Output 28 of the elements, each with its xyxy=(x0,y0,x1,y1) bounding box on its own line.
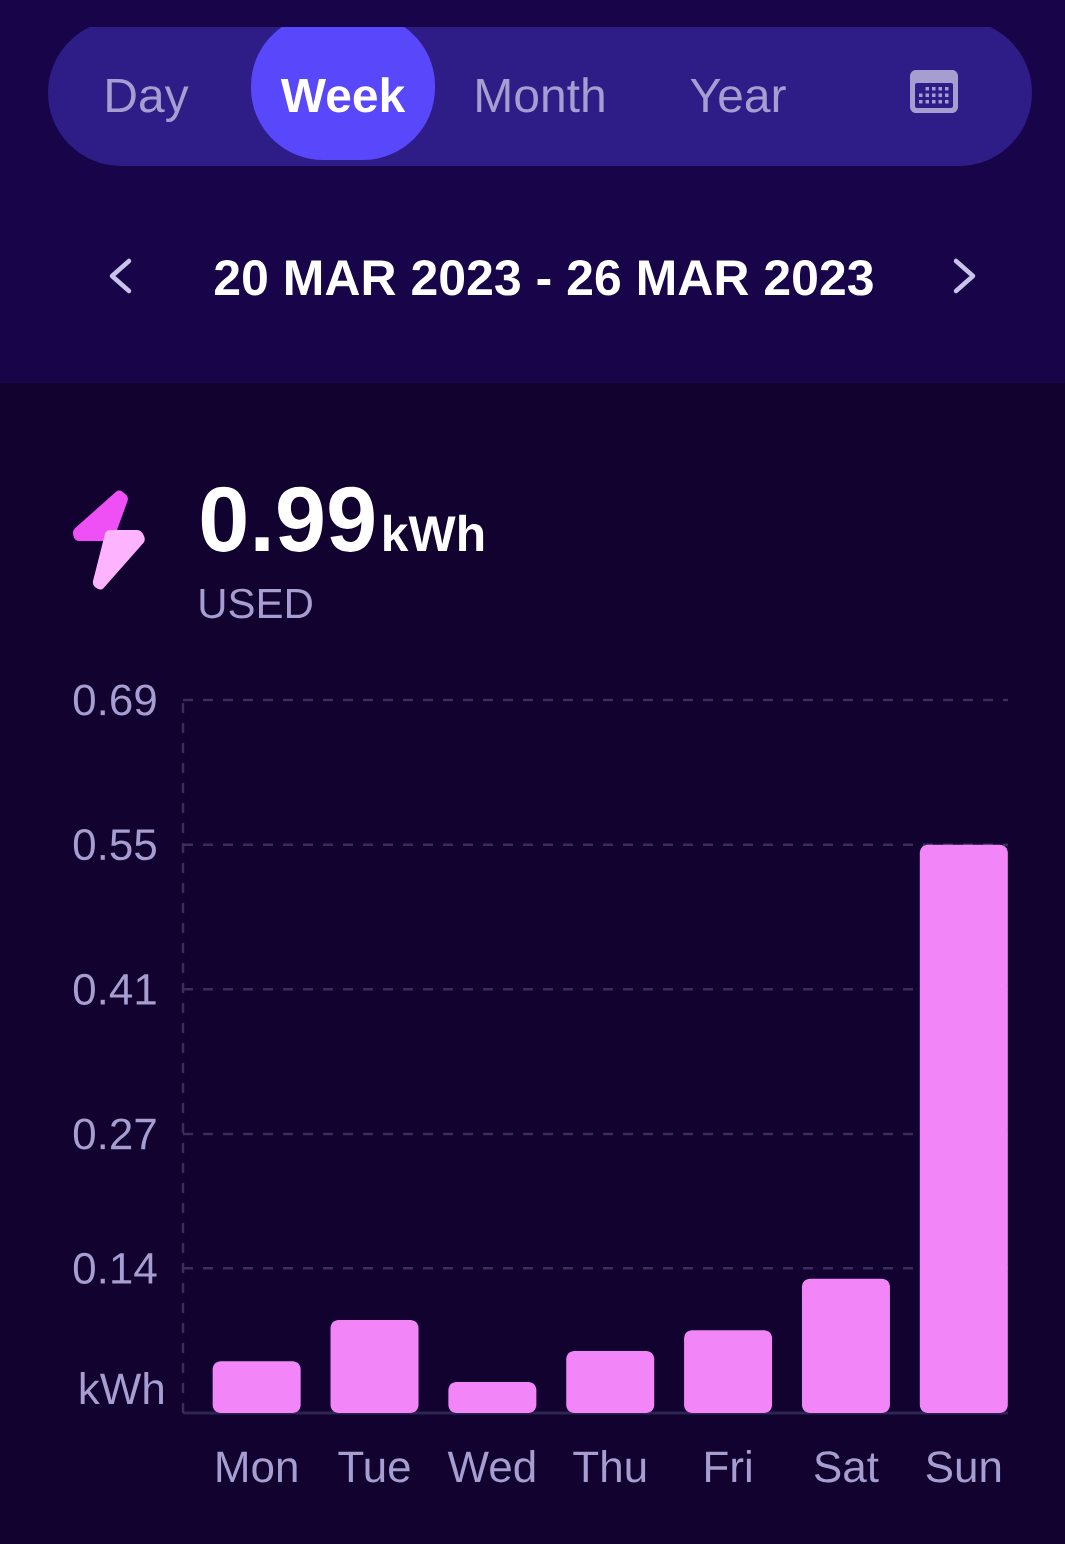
bar xyxy=(919,844,1008,1413)
bar xyxy=(566,1351,655,1413)
y-tick-label: 0.27 xyxy=(73,1118,156,1150)
x-tick-label: Sun xyxy=(926,1451,1001,1483)
chart-title: 20 MAR 2023 - 26 MAR 2023 xyxy=(215,260,873,296)
text: Month xyxy=(477,77,604,113)
x-tick-label: Thu xyxy=(573,1450,646,1483)
text: kWh xyxy=(384,514,484,551)
y-axis-title: kWh xyxy=(80,1372,163,1404)
text: Year xyxy=(690,78,786,113)
bar xyxy=(801,1278,890,1413)
y-tick-label: 0.55 xyxy=(73,829,156,861)
x-tick-label: Mon xyxy=(217,1451,297,1483)
x-tick-label: Fri xyxy=(706,1450,751,1482)
bar xyxy=(448,1382,537,1413)
text: USED xyxy=(200,588,312,619)
y-tick-label: 0.69 xyxy=(73,684,156,716)
y-tick-label: 0.14 xyxy=(73,1252,157,1284)
text: 0.99 xyxy=(201,486,374,552)
y-tick-label: 0.41 xyxy=(73,973,156,1005)
x-tick-label: Wed xyxy=(447,1450,535,1483)
bar xyxy=(330,1320,419,1413)
bar xyxy=(212,1361,301,1413)
text: Day xyxy=(107,78,189,122)
x-tick-label: Tue xyxy=(338,1451,410,1483)
x-tick-label: Sat xyxy=(814,1451,879,1483)
text: Week xyxy=(280,77,406,113)
bar xyxy=(684,1330,773,1413)
